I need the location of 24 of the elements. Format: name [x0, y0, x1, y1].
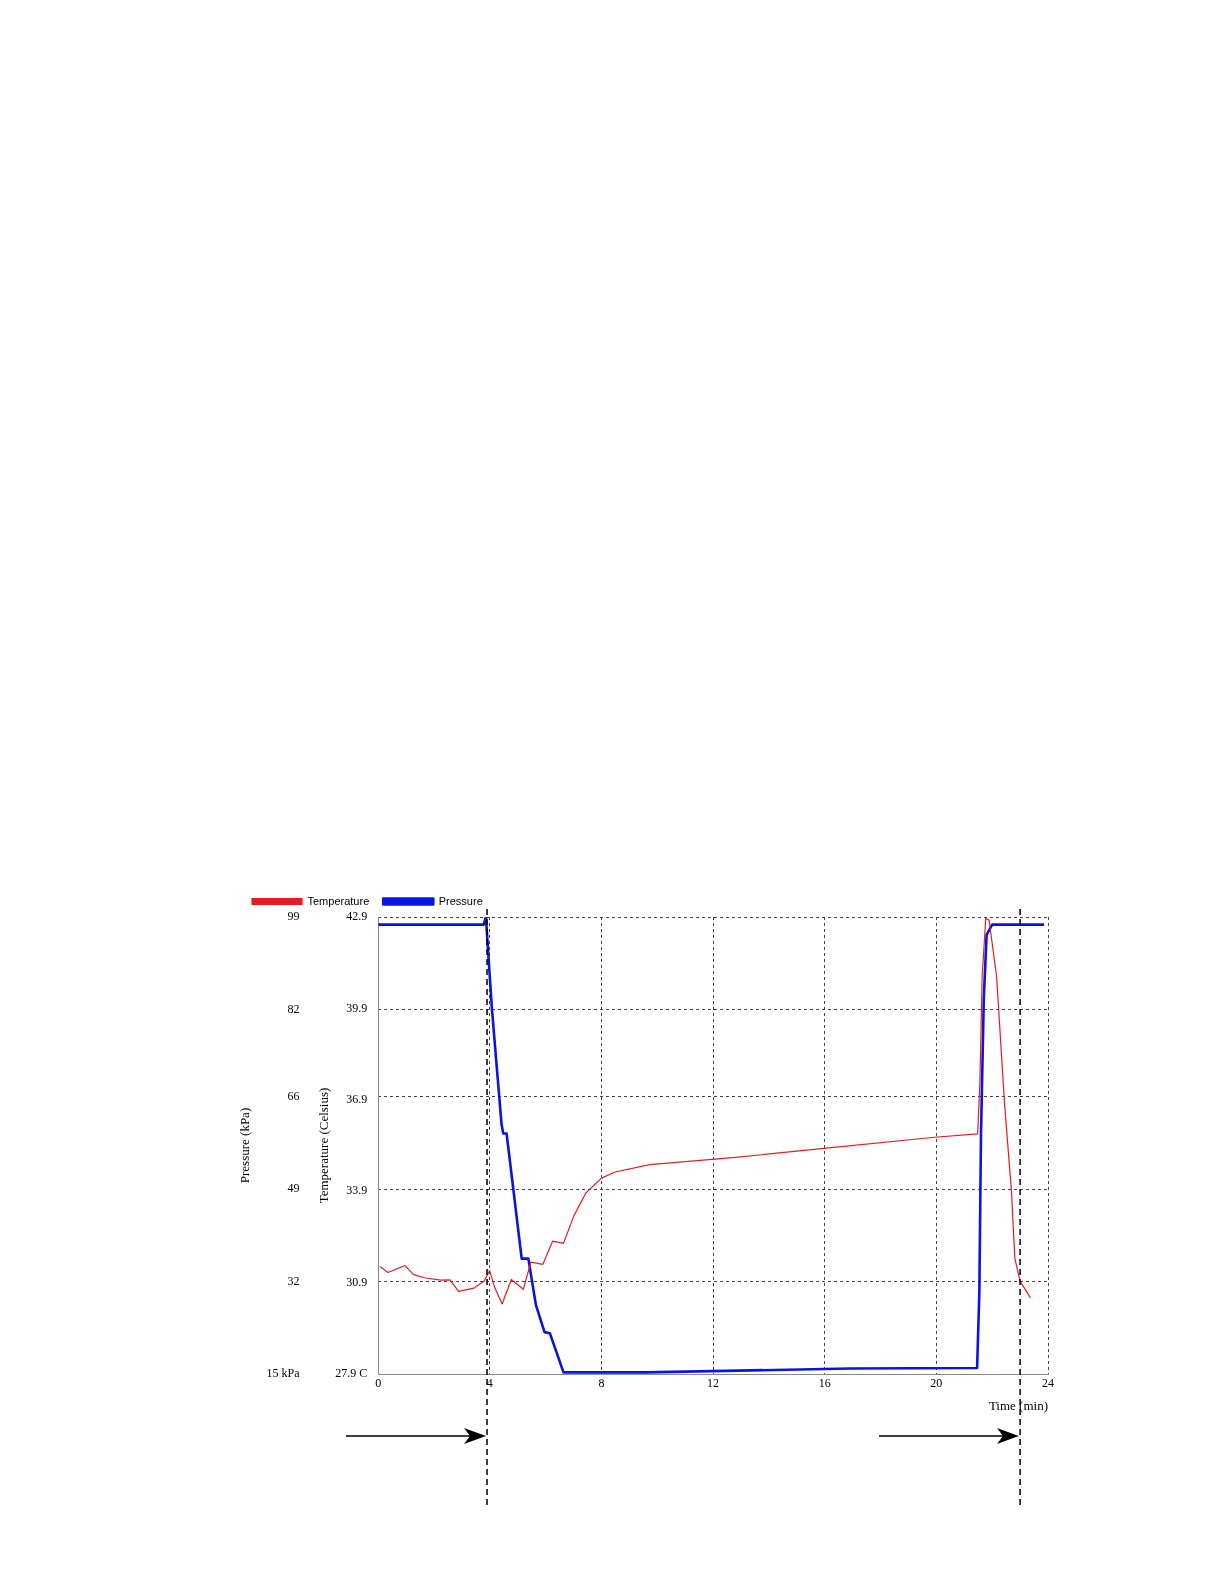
y2-tick-label: 42.9: [346, 909, 368, 924]
x-tick-label: 12: [707, 1376, 720, 1391]
y2-tick-label: 36.9: [346, 1091, 368, 1106]
y-tick-label: 66: [287, 1088, 300, 1103]
x-tick-label: 8: [598, 1376, 605, 1391]
x-tick-label: 24: [1042, 1376, 1054, 1391]
y2-tick-label: 39.9: [346, 1000, 368, 1015]
y-tick-label: 32: [287, 1273, 300, 1288]
x-tick-label: 16: [818, 1376, 831, 1391]
y2-tick-label: 27.9 C: [335, 1366, 368, 1381]
y2-axis-title: Temperature (Celsius): [315, 1087, 331, 1204]
x-tick-label: 0: [375, 1376, 382, 1391]
y2-tick-label: 33.9: [346, 1183, 368, 1198]
x-tick-label: 20: [930, 1376, 943, 1391]
legend-label: Pressure: [438, 894, 483, 907]
x-tick-label: 4: [486, 1376, 493, 1391]
legend-label: Temperature: [307, 894, 370, 907]
y-tick-label: 82: [287, 1001, 300, 1016]
x-axis-title: Time (min): [988, 1397, 1048, 1413]
y2-tick-label: 30.9: [346, 1274, 368, 1289]
y-tick-label: 49: [287, 1181, 300, 1196]
y-tick-label: 15 kPa: [266, 1366, 301, 1381]
y-tick-label: 99: [287, 909, 300, 924]
y-axis-title: Pressure (kPa): [237, 1107, 253, 1184]
